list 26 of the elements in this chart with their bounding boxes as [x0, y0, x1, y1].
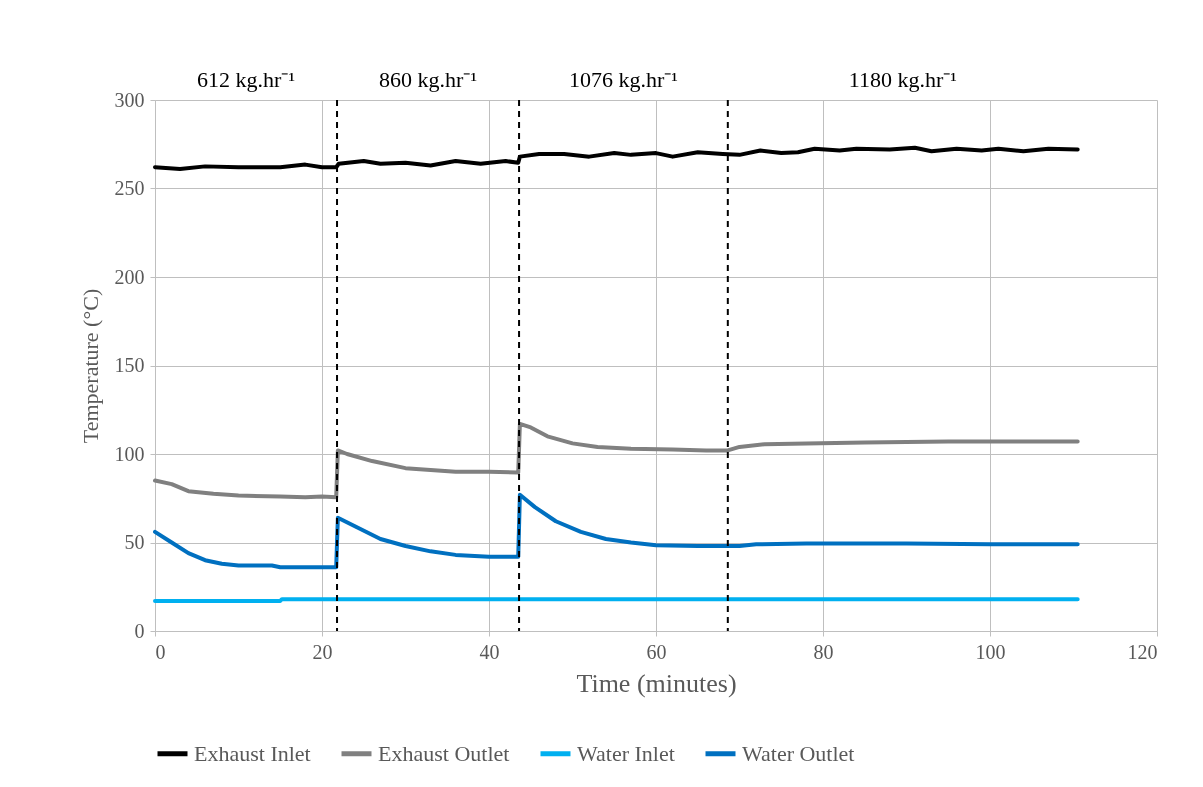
y-axis-title: Temperature (°C)	[77, 288, 103, 444]
x-tick-label: 120	[1127, 640, 1158, 663]
y-tick-label: 100	[114, 442, 145, 465]
text: 1180 kg.hr⁻¹	[848, 67, 957, 92]
x-tick-label: 0	[155, 640, 166, 663]
x-tick-label: 100	[975, 640, 1006, 663]
x-tick-label: 80	[813, 640, 834, 663]
y-tick-label: 150	[114, 354, 145, 376]
x-tick-label: 40	[479, 640, 500, 663]
legend-label: Water Outlet	[742, 740, 855, 766]
legend-label: Water Inlet	[577, 740, 675, 766]
legend-label: Exhaust Outlet	[378, 740, 510, 766]
y-tick-label: 200	[114, 265, 145, 288]
x-tick-label: 20	[312, 640, 333, 663]
text: 1076 kg.hr⁻¹	[568, 67, 678, 92]
y-tick-label: 300	[114, 88, 145, 111]
text: 612 kg.hr⁻¹	[197, 67, 295, 92]
y-tick-label: 50	[124, 531, 145, 553]
x-tick-label: 60	[646, 640, 667, 663]
line-series	[153, 421, 1080, 500]
text: 860 kg.hr⁻¹	[379, 67, 478, 92]
y-tick-label: 0	[134, 619, 145, 642]
line-series	[153, 492, 1080, 570]
legend-label: Exhaust Inlet	[194, 740, 311, 766]
y-tick-label: 250	[114, 177, 145, 199]
x-axis-title: Time (minutes)	[576, 668, 737, 698]
